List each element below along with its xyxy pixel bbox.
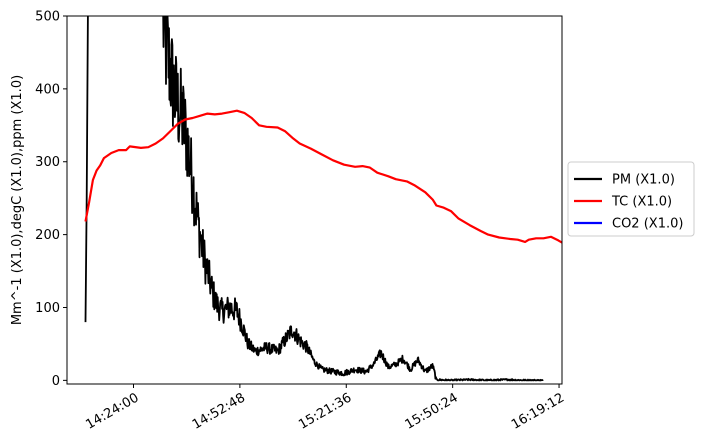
x-tick-label: 14:24:00 (83, 390, 141, 432)
legend-label: TC (X1.0) (611, 195, 672, 210)
y-tick-label: 200 (35, 228, 60, 243)
x-tick-label: 15:21:36 (296, 390, 354, 432)
y-tick-label: 400 (35, 82, 60, 97)
x-tick-label: 15:50:24 (403, 390, 461, 432)
legend-frame (567, 161, 695, 237)
x-tick-label: 14:52:48 (190, 390, 248, 432)
y-tick-label: 300 (35, 155, 60, 170)
y-tick-label: 500 (35, 10, 60, 25)
legend: PM (X1.0) TC (X1.0) CO2 (X1.0) (567, 161, 695, 237)
y-axis-label: Mm^-1 (X1.0),degC (X1.0),ppm (X1.0) (10, 75, 25, 325)
series-line (84, 16, 544, 382)
legend-label: CO2 (X1.0) (612, 217, 683, 232)
x-tick-label: 16:19:12 (509, 390, 567, 432)
y-tick-label: 0 (52, 374, 60, 389)
plot-frame (66, 15, 563, 385)
x-axis: 14:24:00 14:52:48 15:21:36 15:50:24 16:19:12 (83, 384, 567, 433)
series-line (84, 109, 562, 244)
y-axis: 0 100 200 300 400 500 (35, 10, 67, 389)
plot-area (84, 16, 562, 382)
legend-label: PM (X1.0) (612, 173, 675, 188)
y-tick-label: 100 (35, 301, 60, 316)
